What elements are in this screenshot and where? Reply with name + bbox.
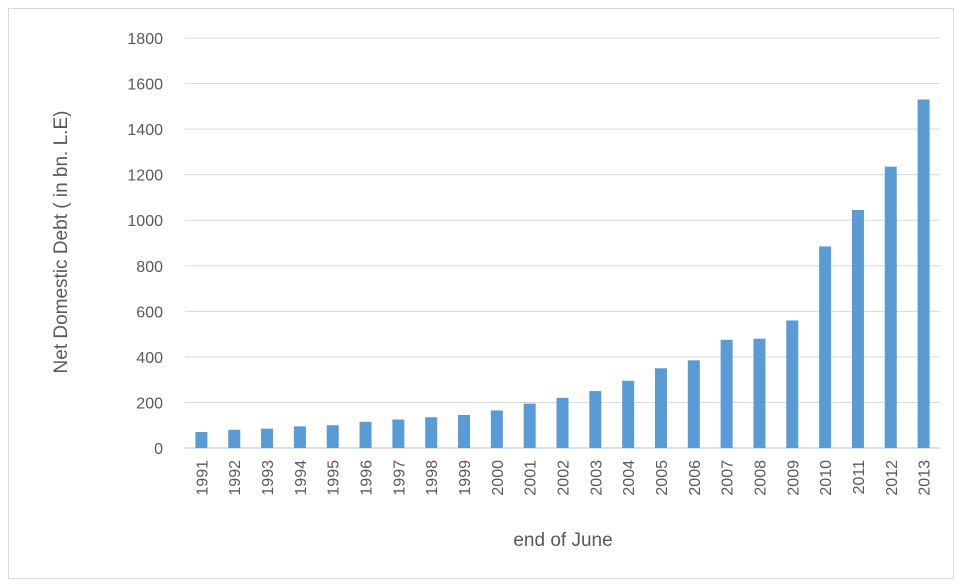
y-tick-label: 0 (154, 441, 163, 458)
x-tick-label: 1991 (194, 460, 211, 496)
bar-1992 (228, 429, 241, 448)
gridlines (185, 37, 940, 449)
x-tick-label: 2008 (752, 460, 769, 496)
x-tick-label: 1993 (260, 460, 277, 496)
chart-frame (8, 8, 954, 579)
bar-1999 (458, 414, 471, 448)
bar-1997 (392, 419, 405, 448)
bar-1995 (326, 425, 339, 448)
bar-2002 (556, 397, 569, 448)
y-axis-title: Net Domestic Debt ( in bn. L.E) (51, 111, 72, 374)
x-tick-label: 1996 (359, 460, 376, 496)
x-tick-label: 1998 (424, 460, 441, 496)
x-tick-label: 2004 (621, 460, 638, 496)
x-tick-label: 1994 (293, 460, 310, 496)
y-tick-label: 1800 (127, 31, 163, 48)
bar-1994 (293, 426, 306, 448)
x-tick-label: 2007 (720, 460, 737, 496)
bar-2011 (851, 209, 864, 448)
x-tick-label: 2003 (588, 460, 605, 496)
x-tick-label: 2010 (818, 460, 835, 496)
bar-2001 (523, 403, 536, 448)
x-tick-label: 2005 (654, 460, 671, 496)
bar-2008 (753, 338, 766, 448)
bar-2005 (654, 368, 667, 448)
x-axis-title: end of June (513, 530, 612, 551)
x-tick-label: 1995 (326, 460, 343, 496)
y-tick-label: 800 (136, 259, 163, 276)
bar-1993 (261, 428, 274, 448)
y-tick-label: 200 (136, 395, 163, 412)
y-tick-label: 600 (136, 304, 163, 321)
bar-1991 (195, 432, 208, 448)
bar-2013 (917, 99, 930, 448)
x-tick-label: 2000 (490, 460, 507, 496)
bar-1998 (425, 417, 438, 448)
y-tick-labels: 0 200 400 600 800 1000 1200 1400 1600 1800 (127, 31, 163, 458)
bar-2006 (687, 360, 700, 448)
x-tick-label: 2012 (884, 460, 901, 496)
x-tick-labels: 1991 1992 1993 1994 1995 1996 1997 1998 1999 2000… (194, 460, 933, 496)
x-tick-label: 2002 (556, 460, 573, 496)
x-tick-label: 2013 (917, 460, 934, 496)
x-tick-label: 2011 (851, 460, 868, 495)
y-tick-label: 1000 (127, 213, 163, 230)
bar-2009 (786, 320, 799, 448)
y-tick-label: 1200 (127, 168, 163, 185)
bar-2012 (884, 166, 897, 448)
bar-2007 (720, 339, 733, 448)
x-tick-label: 1999 (457, 460, 474, 496)
y-tick-label: 400 (136, 350, 163, 367)
bars (195, 99, 930, 448)
bar-2000 (490, 410, 503, 448)
bar-1996 (359, 421, 372, 448)
x-tick-label: 2009 (785, 460, 802, 496)
x-tick-label: 2006 (687, 460, 704, 496)
y-tick-label: 1600 (127, 77, 163, 94)
x-tick-label: 1997 (391, 460, 408, 496)
y-tick-label: 1400 (127, 122, 163, 139)
bar-2004 (622, 380, 635, 448)
bar-2003 (589, 391, 602, 448)
x-tick-label: 2001 (523, 460, 540, 496)
bar-2010 (819, 246, 832, 448)
x-tick-label: 1992 (227, 460, 244, 496)
